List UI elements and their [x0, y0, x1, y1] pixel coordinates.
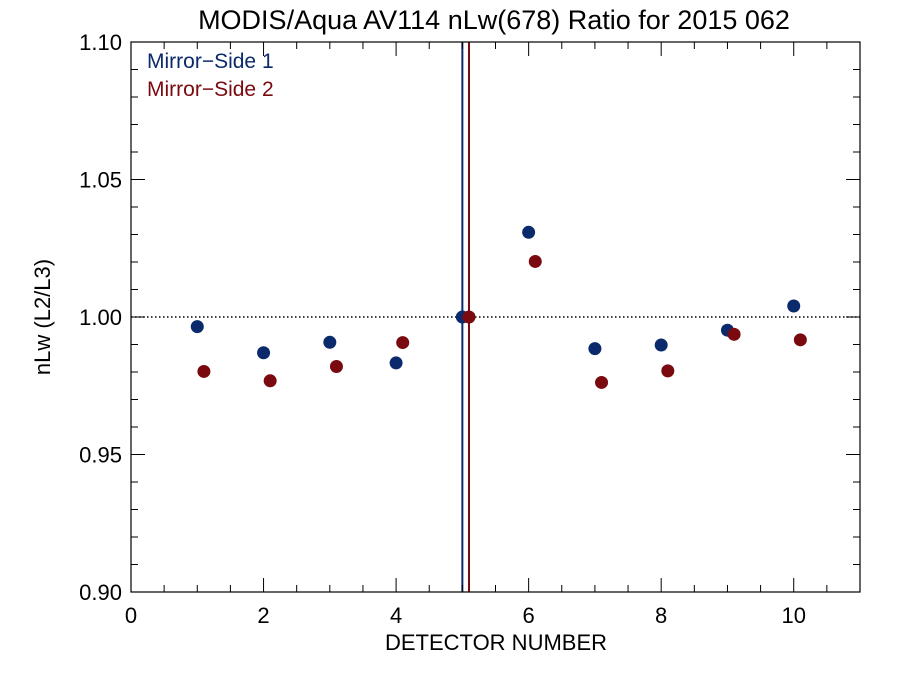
chart-title: MODIS/Aqua AV114 nLw(678) Ratio for 2015… — [198, 5, 790, 35]
series-2-point — [329, 360, 343, 373]
series-1-point — [787, 299, 801, 313]
x-tick-label: 4 — [390, 603, 402, 628]
x-axis-label: DETECTOR NUMBER — [385, 630, 607, 655]
x-tick-label: 2 — [257, 603, 269, 628]
series-2-point — [263, 374, 277, 388]
y-axis-label: nLw (L2/L3) — [30, 259, 55, 375]
plot-frame — [130, 41, 861, 593]
axis-ticks: 0 2 4 6 8 10 0.90 0.95 1.00 1.05 1.10 — [79, 30, 861, 628]
series-2-point — [793, 333, 807, 347]
series-1-point — [654, 338, 668, 352]
x-tick-label: 6 — [523, 603, 535, 628]
series-2-point — [595, 375, 609, 389]
series-2-point — [462, 310, 476, 324]
series-1-point — [389, 356, 403, 370]
legend: Mirror−Side 1 Mirror−Side 2 — [147, 50, 274, 101]
data-points — [190, 225, 807, 389]
series-2-point — [727, 327, 741, 341]
series-2-point — [528, 254, 542, 268]
y-tick-label: 1.10 — [79, 30, 122, 55]
series-2-point — [396, 336, 410, 350]
series-1-point — [522, 225, 536, 239]
legend-entry-1: Mirror−Side 1 — [147, 50, 274, 73]
legend-entry-2: Mirror−Side 2 — [147, 78, 274, 101]
x-tick-label: 8 — [655, 603, 667, 628]
series-2-point — [661, 364, 675, 378]
series-2-point — [197, 364, 211, 378]
y-tick-label: 1.05 — [79, 168, 122, 193]
series-1-point — [257, 346, 271, 360]
reference-lines — [131, 42, 860, 592]
series-1-point — [190, 320, 204, 334]
x-tick-label: 0 — [125, 603, 137, 628]
y-tick-label: 0.90 — [79, 580, 122, 605]
y-tick-label: 1.00 — [79, 305, 122, 330]
series-1-point — [323, 335, 337, 349]
x-tick-label: 10 — [781, 603, 805, 628]
y-tick-label: 0.95 — [79, 443, 122, 468]
series-1-point — [588, 342, 602, 356]
